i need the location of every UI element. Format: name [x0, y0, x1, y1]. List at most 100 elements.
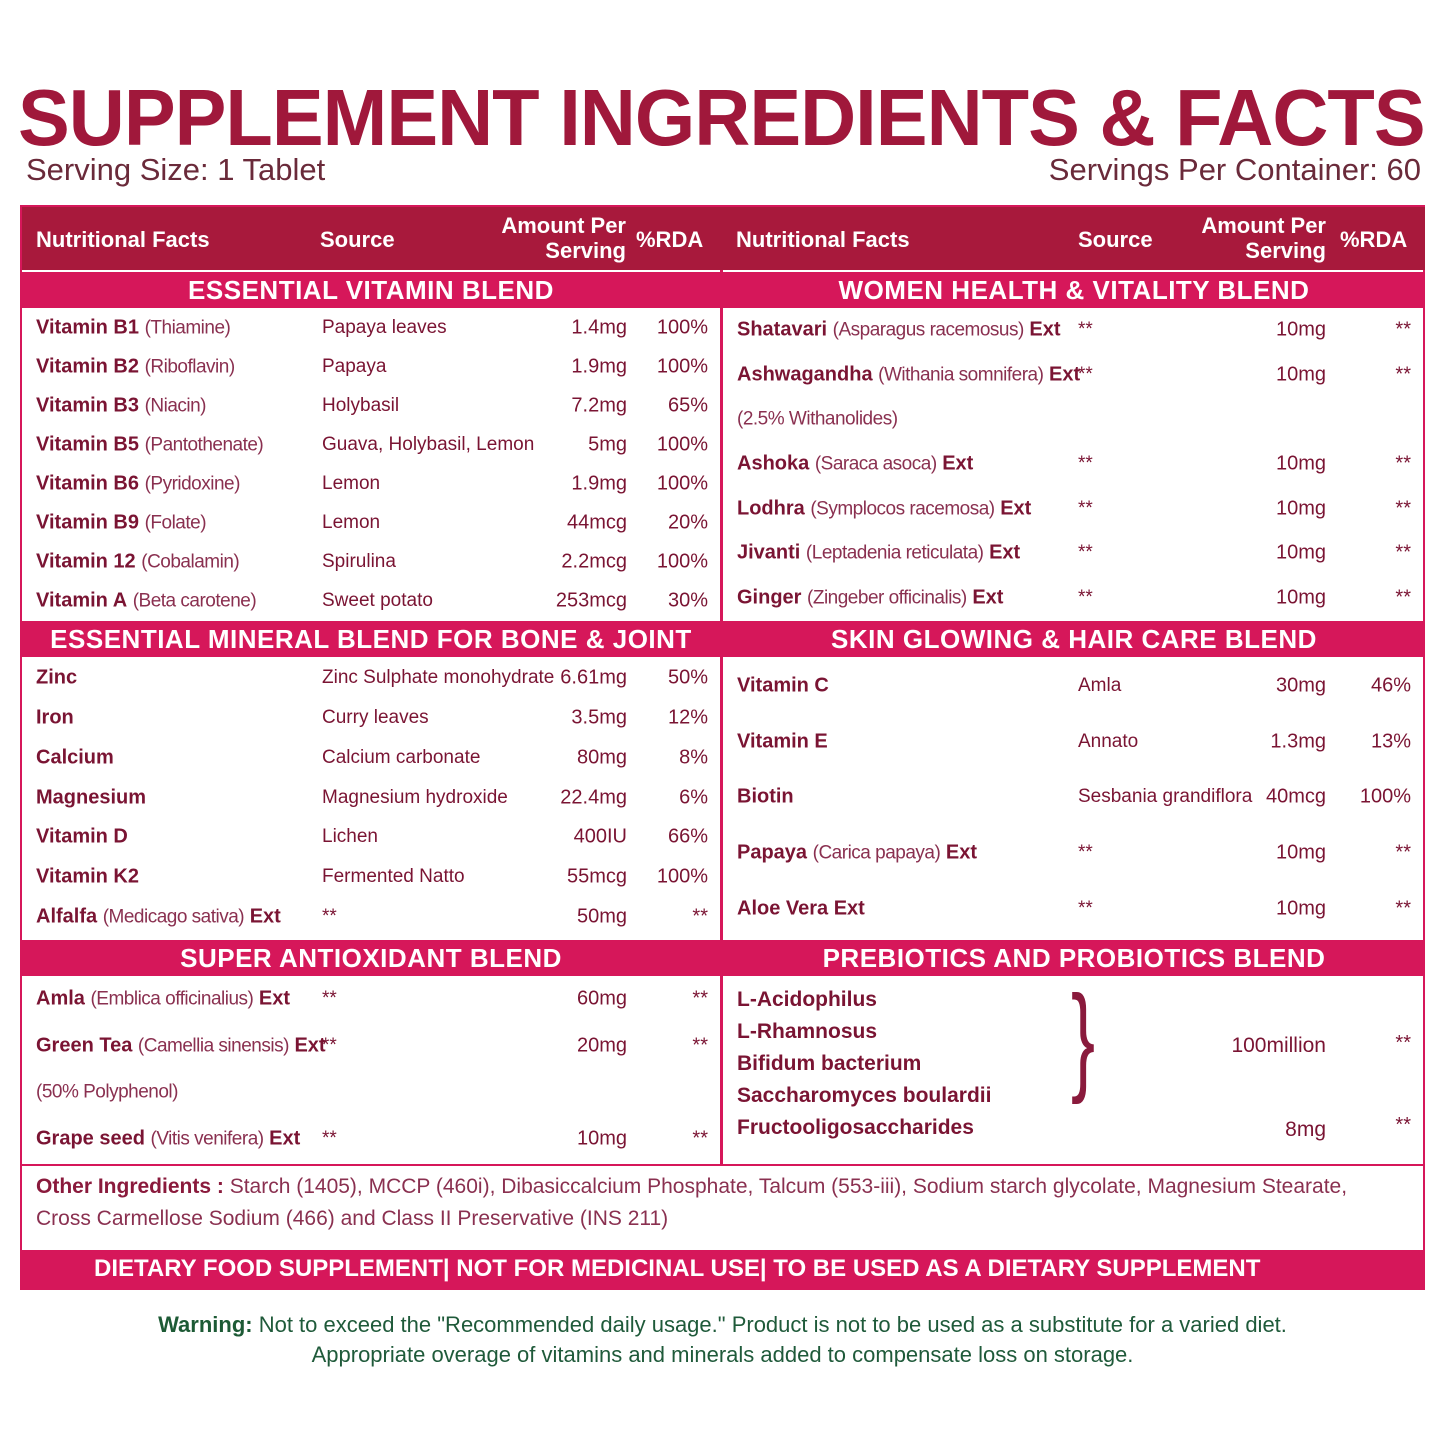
- table-row: Zinc Zinc Sulphate monohydrate 6.61mg 50%: [22, 658, 720, 698]
- amount: 3.5mg: [571, 706, 627, 729]
- ingredient-name: Grape seed (Vitis venifera) Ext: [36, 1127, 300, 1150]
- ingredient-detail: (Symplocos racemosa): [810, 498, 995, 520]
- table-row: Ashwagandha (Withania somnifera) Ext ** 10…: [723, 353, 1425, 398]
- ingredient-name: Biotin: [737, 786, 794, 809]
- ingredient-detail: (Vitis venifera): [150, 1128, 265, 1150]
- amount: 55mcg: [566, 865, 627, 888]
- amount: 10mg: [1275, 452, 1326, 475]
- facts-table: Nutritional Facts Source Amount Per Serv…: [20, 205, 1425, 1290]
- col-source-header: Source: [1078, 227, 1153, 252]
- ingredient-main: Vitamin B1: [36, 316, 139, 338]
- rda: 66%: [667, 825, 708, 848]
- ingredient-detail: (Medicago sativa): [102, 906, 245, 928]
- source: **: [1078, 453, 1093, 475]
- rda: **: [1395, 897, 1411, 920]
- ingredient-name: Vitamin B5 (Pantothenate): [36, 433, 264, 456]
- section-body: Zinc Zinc Sulphate monohydrate 6.61mg 50% I…: [22, 658, 720, 937]
- source: Papaya leaves: [322, 316, 447, 338]
- rda: **: [1395, 541, 1411, 564]
- table-row: Lodhra (Symplocos racemosa) Ext ** 10mg **: [723, 486, 1425, 531]
- serving-size: Serving Size: 1 Tablet: [26, 152, 326, 187]
- table-row: Vitamin D Lichen 400IU 66%: [22, 817, 720, 857]
- source: **: [1078, 542, 1093, 564]
- amount: 6.61mg: [560, 666, 627, 689]
- amount: 20mg: [576, 1034, 627, 1057]
- section-body: Vitamin B1 (Thiamine) Papaya leaves 1.4mg 1…: [22, 308, 720, 620]
- ingredient-main: Vitamin K2: [36, 865, 139, 888]
- ingredient-detail: (Zingeber officinalis): [807, 587, 967, 609]
- brace-icon: }: [1071, 971, 1096, 1105]
- rda: 46%: [1370, 674, 1411, 697]
- amount: 10mg: [1275, 541, 1326, 564]
- amount: 1.9mg: [571, 355, 627, 377]
- source: Lemon: [322, 511, 381, 533]
- source: Calcium carbonate: [322, 746, 481, 768]
- ingredient-main: Aloe Vera Ext: [737, 897, 865, 920]
- amount: 10mg: [1275, 363, 1326, 386]
- ingredient-detail: (Cobalamin): [141, 551, 240, 572]
- amount: 5mg: [588, 433, 627, 455]
- ingredient-ext: Ext: [294, 1034, 326, 1057]
- other-ingredients: Other Ingredients : Starch (1405), MCCP …: [36, 1171, 1406, 1235]
- table-row: Ginger (Zingeber officinalis) Ext ** 10mg *…: [723, 575, 1425, 620]
- source: **: [1078, 586, 1093, 608]
- ingredient-name: (50% Polyphenol): [36, 1081, 178, 1104]
- ingredient-main: Ashoka: [737, 452, 810, 475]
- ingredient-detail: (Withania somnifera): [878, 364, 1044, 386]
- ingredient-main: Vitamin B3: [36, 394, 139, 416]
- ingredient-name: Vitamin B9 (Folate): [36, 511, 207, 534]
- rda: 65%: [667, 394, 708, 416]
- table-row: Amla (Emblica officinalius) Ext ** 60mg **: [22, 976, 720, 1023]
- ingredient-detail: (Pyridoxine): [144, 473, 241, 494]
- probiotic-name: Fructooligosaccharides: [737, 1116, 974, 1139]
- warning-label: Warning:: [158, 1312, 253, 1337]
- ingredient-name: Aloe Vera Ext: [737, 898, 865, 921]
- rda: 50%: [667, 666, 708, 689]
- amount: 2.2mcg: [561, 550, 627, 572]
- amount: 10mg: [1275, 586, 1326, 609]
- rda: **: [1395, 1032, 1411, 1054]
- section-title: WOMEN HEALTH & VITALITY BLEND: [723, 272, 1425, 308]
- source: **: [322, 988, 337, 1010]
- probiotics-block: L-Acidophilus L-Rhamnosus Bifidum bacteriu…: [723, 976, 1425, 1162]
- source: **: [1078, 319, 1093, 341]
- table-row: Ashoka (Saraca asoca) Ext ** 10mg **: [723, 442, 1425, 487]
- rda: 12%: [667, 706, 708, 729]
- rda: **: [1395, 363, 1411, 386]
- ingredient-main: Vitamin E: [737, 730, 828, 753]
- ingredient-main: Ginger: [737, 586, 802, 609]
- table-row: Vitamin C Amla 30mg 46%: [723, 658, 1425, 714]
- table-row: Jivanti (Leptadenia reticulata) Ext ** 10m…: [723, 531, 1425, 576]
- divider: [22, 1164, 1423, 1166]
- rda: 100%: [1359, 785, 1411, 808]
- section-title: ESSENTIAL VITAMIN BLEND: [22, 272, 720, 308]
- ingredient-detail: (Asparagus racemosus): [832, 319, 1025, 341]
- amount: 1.4mg: [571, 316, 627, 338]
- col-rda-header: %RDA: [1340, 227, 1408, 252]
- probiotic-name: L-Rhamnosus: [737, 1020, 878, 1043]
- ingredient-name: Alfalfa (Medicago sativa) Ext: [36, 906, 281, 929]
- amount: 30mg: [1275, 674, 1326, 697]
- col-name-header: Nutritional Facts: [36, 227, 210, 252]
- rda: 20%: [667, 511, 708, 533]
- ingredient-name: Ashwagandha (Withania somnifera) Ext: [737, 363, 1080, 386]
- page-title: SUPPLEMENT INGREDIENTS & FACTS: [18, 73, 1426, 162]
- table-row: Vitamin K2 Fermented Natto 55mcg 100%: [22, 857, 720, 897]
- amount: 100million: [1231, 1034, 1326, 1057]
- section-title: ESSENTIAL MINERAL BLEND FOR BONE & JOINT: [22, 621, 720, 657]
- amount: 1.9mg: [571, 472, 627, 494]
- section-title: SKIN GLOWING & HAIR CARE BLEND: [723, 621, 1425, 657]
- amount: 44mcg: [566, 511, 627, 533]
- ingredient-ext: Ext: [269, 1127, 301, 1150]
- source: Curry leaves: [322, 706, 429, 728]
- ingredient-main: Alfalfa: [36, 905, 98, 928]
- section-body: Vitamin C Amla 30mg 46% Vitamin E Annato 1.3…: [723, 658, 1425, 937]
- ingredient-name: Vitamin C: [737, 674, 829, 697]
- ingredient-main: Green Tea: [36, 1034, 133, 1057]
- ingredient-main: Vitamin C: [737, 674, 829, 697]
- ingredient-name: (2.5% Withanolides): [737, 408, 898, 431]
- amount: 10mg: [1275, 318, 1326, 341]
- amount: 7.2mg: [571, 394, 627, 416]
- footer-banner: DIETARY FOOD SUPPLEMENT| NOT FOR MEDICIN…: [22, 1250, 1423, 1288]
- amount: 22.4mg: [560, 786, 627, 808]
